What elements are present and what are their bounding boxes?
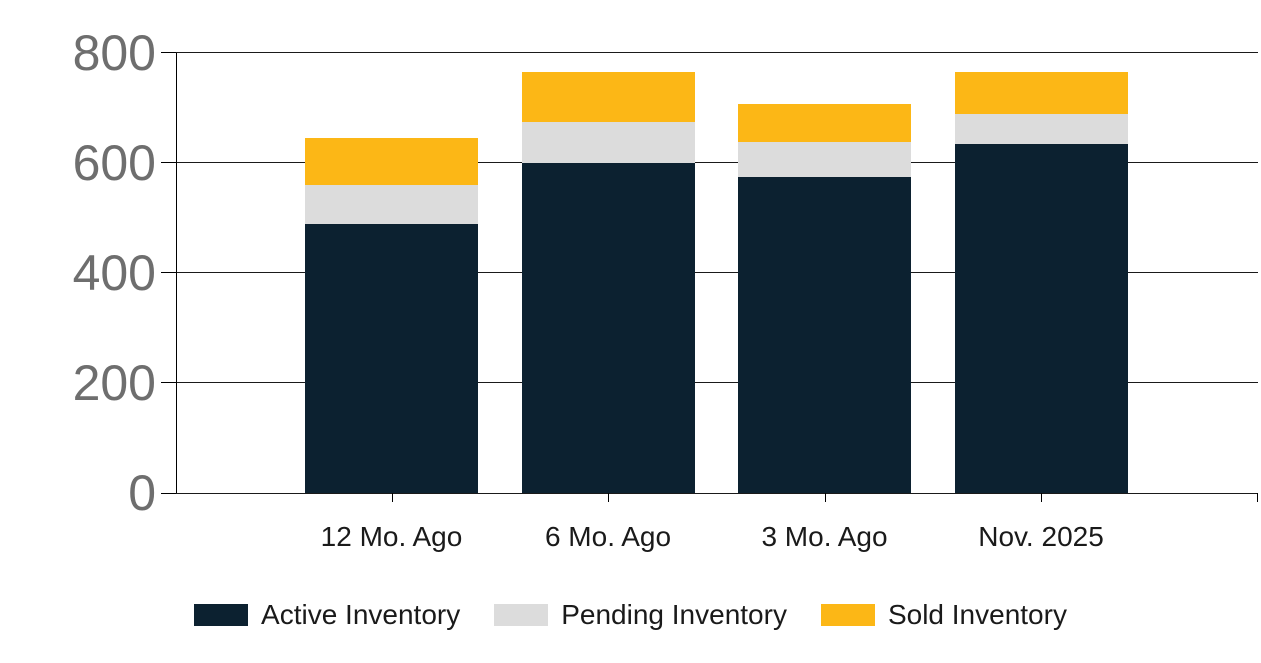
x-axis-label-2: 6 Mo. Ago <box>544 521 672 552</box>
x-axis-label-3: 3 Mo. Ago <box>761 521 888 552</box>
bar-segment-pending-inventory <box>305 185 478 224</box>
bar-segment-sold-inventory <box>305 138 478 185</box>
y-axis-tick-0 <box>161 493 176 494</box>
gridline-0 <box>176 493 1258 494</box>
bar-segment-sold-inventory <box>521 72 695 122</box>
legend-swatch-active-inventory <box>194 604 249 627</box>
legend: Active Inventory Pending Inventory Sold In… <box>0 599 1261 631</box>
y-axis-label-400: 400 <box>72 245 156 301</box>
gridline-600 <box>176 162 1258 163</box>
bar-12-mo-ago <box>305 138 478 493</box>
x-axis-tick-1 <box>391 493 393 502</box>
bar-6-mo-ago <box>521 72 695 493</box>
legend-label: Active Inventory <box>261 599 461 630</box>
bar-segment-pending-inventory <box>738 142 911 177</box>
bar-segment-sold-inventory <box>738 103 911 143</box>
x-axis-end-tick <box>1257 493 1258 502</box>
bar-segment-active-inventory <box>954 143 1128 493</box>
legend-swatch-pending-inventory <box>494 604 549 627</box>
bar-segment-active-inventory <box>521 163 695 493</box>
y-axis-tick-800 <box>161 52 176 53</box>
y-axis-label-0: 0 <box>128 465 156 521</box>
bar-3-mo-ago <box>738 103 911 493</box>
x-axis-tick-3 <box>824 493 826 502</box>
x-axis-tick-4 <box>1041 493 1042 502</box>
y-axis-tick-200 <box>161 382 176 383</box>
legend-label: Pending Inventory <box>561 599 787 630</box>
y-axis-tick-600 <box>161 162 176 163</box>
gridline-400 <box>176 272 1258 273</box>
y-axis-label-600: 600 <box>72 135 156 191</box>
bar-nov-2025 <box>954 72 1128 493</box>
bar-segment-active-inventory <box>738 176 911 493</box>
gridline-200 <box>176 382 1258 383</box>
legend-swatch-sold-inventory <box>820 604 875 627</box>
bar-segment-active-inventory <box>305 223 478 493</box>
x-axis-tick-2 <box>608 493 609 502</box>
x-axis-label-4: Nov. 2025 <box>978 521 1104 552</box>
bar-segment-sold-inventory <box>954 72 1128 114</box>
legend-item-active-inventory: Active Inventory <box>194 599 461 631</box>
x-axis-label-1: 12 Mo. Ago <box>320 521 463 552</box>
y-axis-tick-400 <box>161 272 176 273</box>
y-axis-label-200: 200 <box>72 355 156 411</box>
y-axis-line <box>176 53 177 493</box>
bar-segment-pending-inventory <box>521 121 695 163</box>
plot-area: 0 200 400 600 800 12 Mo. Ago 6 Mo. Ago 3 Mo. Ag… <box>73 28 1258 552</box>
gridline-800 <box>176 52 1258 53</box>
legend-item-sold-inventory: Sold Inventory <box>820 599 1067 631</box>
legend-label: Sold Inventory <box>887 599 1067 630</box>
y-axis-label-800: 800 <box>72 25 156 81</box>
bar-segment-pending-inventory <box>954 113 1128 144</box>
legend-item-pending-inventory: Pending Inventory <box>494 599 787 631</box>
